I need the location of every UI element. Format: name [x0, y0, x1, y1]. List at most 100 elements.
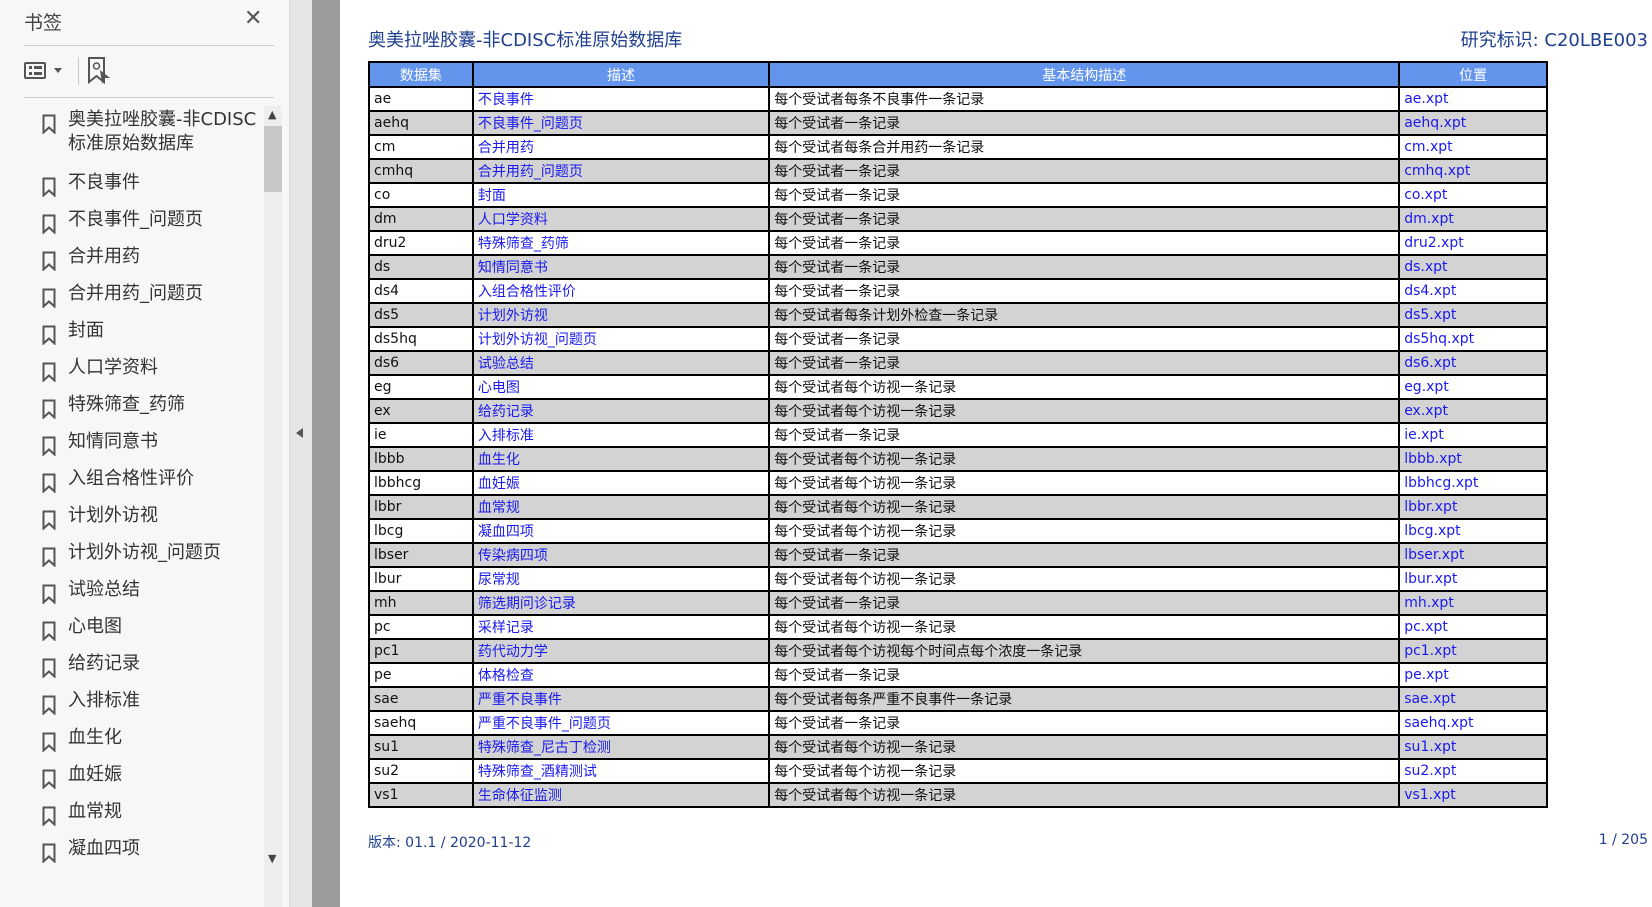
scroll-down-icon[interactable]: ▼	[268, 852, 277, 865]
bookmark-item[interactable]: 合并用药	[24, 245, 262, 271]
location-link[interactable]: pc.xpt	[1398, 614, 1548, 640]
description-link[interactable]: 合并用药_问题页	[471, 158, 771, 184]
description-link[interactable]: 入组合格性评价	[471, 278, 771, 304]
bookmark-item[interactable]: 血常规	[24, 800, 262, 826]
location-link[interactable]: ds.xpt	[1398, 254, 1548, 280]
description-link[interactable]: 封面	[471, 182, 771, 208]
location-link[interactable]: cm.xpt	[1398, 134, 1548, 160]
bookmark-label: 封面	[68, 320, 104, 341]
location-link[interactable]: sae.xpt	[1398, 686, 1548, 712]
structure-cell: 每个受试者每条不良事件一条记录	[768, 86, 1401, 112]
description-link[interactable]: 凝血四项	[471, 518, 771, 544]
description-link[interactable]: 入排标准	[471, 422, 771, 448]
description-link[interactable]: 特殊筛查_尼古丁检测	[471, 734, 771, 760]
bookmark-item[interactable]: 不良事件_问题页	[24, 208, 262, 234]
location-link[interactable]: co.xpt	[1398, 182, 1548, 208]
options-menu-button[interactable]	[24, 60, 64, 82]
bookmark-item[interactable]: 凝血四项	[24, 837, 262, 863]
location-link[interactable]: lbbr.xpt	[1398, 494, 1548, 520]
description-link[interactable]: 心电图	[471, 374, 771, 400]
location-link[interactable]: eg.xpt	[1398, 374, 1548, 400]
description-link[interactable]: 特殊筛查_药筛	[471, 230, 771, 256]
bookmark-item[interactable]: 血妊娠	[24, 763, 262, 789]
description-link[interactable]: 严重不良事件_问题页	[471, 710, 771, 736]
bookmark-item[interactable]: 奥美拉唑胶囊-非CDISC标准原始数据库	[24, 108, 262, 156]
bookmark-item[interactable]: 入组合格性评价	[24, 467, 262, 493]
bookmark-item[interactable]: 不良事件	[24, 171, 262, 197]
description-link[interactable]: 不良事件_问题页	[471, 110, 771, 136]
description-link[interactable]: 严重不良事件	[471, 686, 771, 712]
bookmark-item[interactable]: 计划外访视_问题页	[24, 541, 262, 567]
bookmark-item[interactable]: 计划外访视	[24, 504, 262, 530]
bookmark-item[interactable]: 心电图	[24, 615, 262, 641]
description-link[interactable]: 血妊娠	[471, 470, 771, 496]
bookmark-item[interactable]: 知情同意书	[24, 430, 262, 456]
description-link[interactable]: 人口学资料	[471, 206, 771, 232]
description-link[interactable]: 血常规	[471, 494, 771, 520]
structure-cell: 每个受试者每个访视每个时间点每个浓度一条记录	[768, 638, 1401, 664]
bookmark-item[interactable]: 合并用药_问题页	[24, 282, 262, 308]
location-link[interactable]: mh.xpt	[1398, 590, 1548, 616]
location-link[interactable]: aehq.xpt	[1398, 110, 1548, 136]
description-link[interactable]: 特殊筛查_酒精测试	[471, 758, 771, 784]
table-row: su2 特殊筛查_酒精测试 每个受试者每个访视一条记录 su2.xpt	[368, 758, 1548, 784]
location-link[interactable]: lbur.xpt	[1398, 566, 1548, 592]
dataset-cell: ae	[368, 86, 474, 112]
location-link[interactable]: saehq.xpt	[1398, 710, 1548, 736]
bookmark-label: 给药记录	[68, 653, 140, 674]
description-link[interactable]: 知情同意书	[471, 254, 771, 280]
description-link[interactable]: 合并用药	[471, 134, 771, 160]
location-link[interactable]: lbbhcg.xpt	[1398, 470, 1548, 496]
panel-splitter[interactable]	[290, 0, 312, 907]
bookmark-label: 知情同意书	[68, 431, 158, 452]
version-label: 版本: 01.1 / 2020-11-12	[368, 835, 532, 851]
scroll-thumb[interactable]	[264, 126, 282, 192]
bookmark-item[interactable]: 血生化	[24, 726, 262, 752]
location-link[interactable]: ae.xpt	[1398, 86, 1548, 112]
dataset-cell: pc	[368, 614, 474, 640]
location-link[interactable]: pe.xpt	[1398, 662, 1548, 688]
scroll-up-icon[interactable]: ▲	[268, 108, 277, 121]
location-link[interactable]: dru2.xpt	[1398, 230, 1548, 256]
description-link[interactable]: 不良事件	[471, 86, 771, 112]
bookmark-item[interactable]: 入排标准	[24, 689, 262, 715]
location-link[interactable]: su2.xpt	[1398, 758, 1548, 784]
description-link[interactable]: 血生化	[471, 446, 771, 472]
location-link[interactable]: lbbb.xpt	[1398, 446, 1548, 472]
close-icon[interactable]: ✕	[244, 6, 263, 31]
location-link[interactable]: su1.xpt	[1398, 734, 1548, 760]
location-link[interactable]: lbser.xpt	[1398, 542, 1548, 568]
description-link[interactable]: 药代动力学	[471, 638, 771, 664]
description-link[interactable]: 传染病四项	[471, 542, 771, 568]
dataset-cell: aehq	[368, 110, 474, 136]
collapse-panel-icon[interactable]	[296, 428, 303, 438]
scrollbar[interactable]: ▲ ▼	[264, 106, 282, 907]
location-link[interactable]: pc1.xpt	[1398, 638, 1548, 664]
description-link[interactable]: 试验总结	[471, 350, 771, 376]
bookmark-item[interactable]: 封面	[24, 319, 262, 345]
location-link[interactable]: dm.xpt	[1398, 206, 1548, 232]
new-bookmark-button[interactable]	[86, 56, 114, 86]
description-link[interactable]: 计划外访视	[471, 302, 771, 328]
description-link[interactable]: 尿常规	[471, 566, 771, 592]
location-link[interactable]: ie.xpt	[1398, 422, 1548, 448]
location-link[interactable]: ds5.xpt	[1398, 302, 1548, 328]
description-link[interactable]: 体格检查	[471, 662, 771, 688]
location-link[interactable]: ds5hq.xpt	[1398, 326, 1548, 352]
location-link[interactable]: cmhq.xpt	[1398, 158, 1548, 184]
location-link[interactable]: lbcg.xpt	[1398, 518, 1548, 544]
description-link[interactable]: 筛选期问诊记录	[471, 590, 771, 616]
bookmark-item[interactable]: 试验总结	[24, 578, 262, 604]
description-link[interactable]: 计划外访视_问题页	[471, 326, 771, 352]
location-link[interactable]: ds6.xpt	[1398, 350, 1548, 376]
bookmark-item[interactable]: 特殊筛查_药筛	[24, 393, 262, 419]
bookmark-item[interactable]: 人口学资料	[24, 356, 262, 382]
location-link[interactable]: ex.xpt	[1398, 398, 1548, 424]
location-link[interactable]: ds4.xpt	[1398, 278, 1548, 304]
bookmark-item[interactable]: 给药记录	[24, 652, 262, 678]
description-link[interactable]: 给药记录	[471, 398, 771, 424]
description-link[interactable]: 生命体征监测	[471, 782, 771, 808]
description-link[interactable]: 采样记录	[471, 614, 771, 640]
location-link[interactable]: vs1.xpt	[1398, 782, 1548, 808]
table-row: lbbb 血生化 每个受试者每个访视一条记录 lbbb.xpt	[368, 446, 1548, 472]
